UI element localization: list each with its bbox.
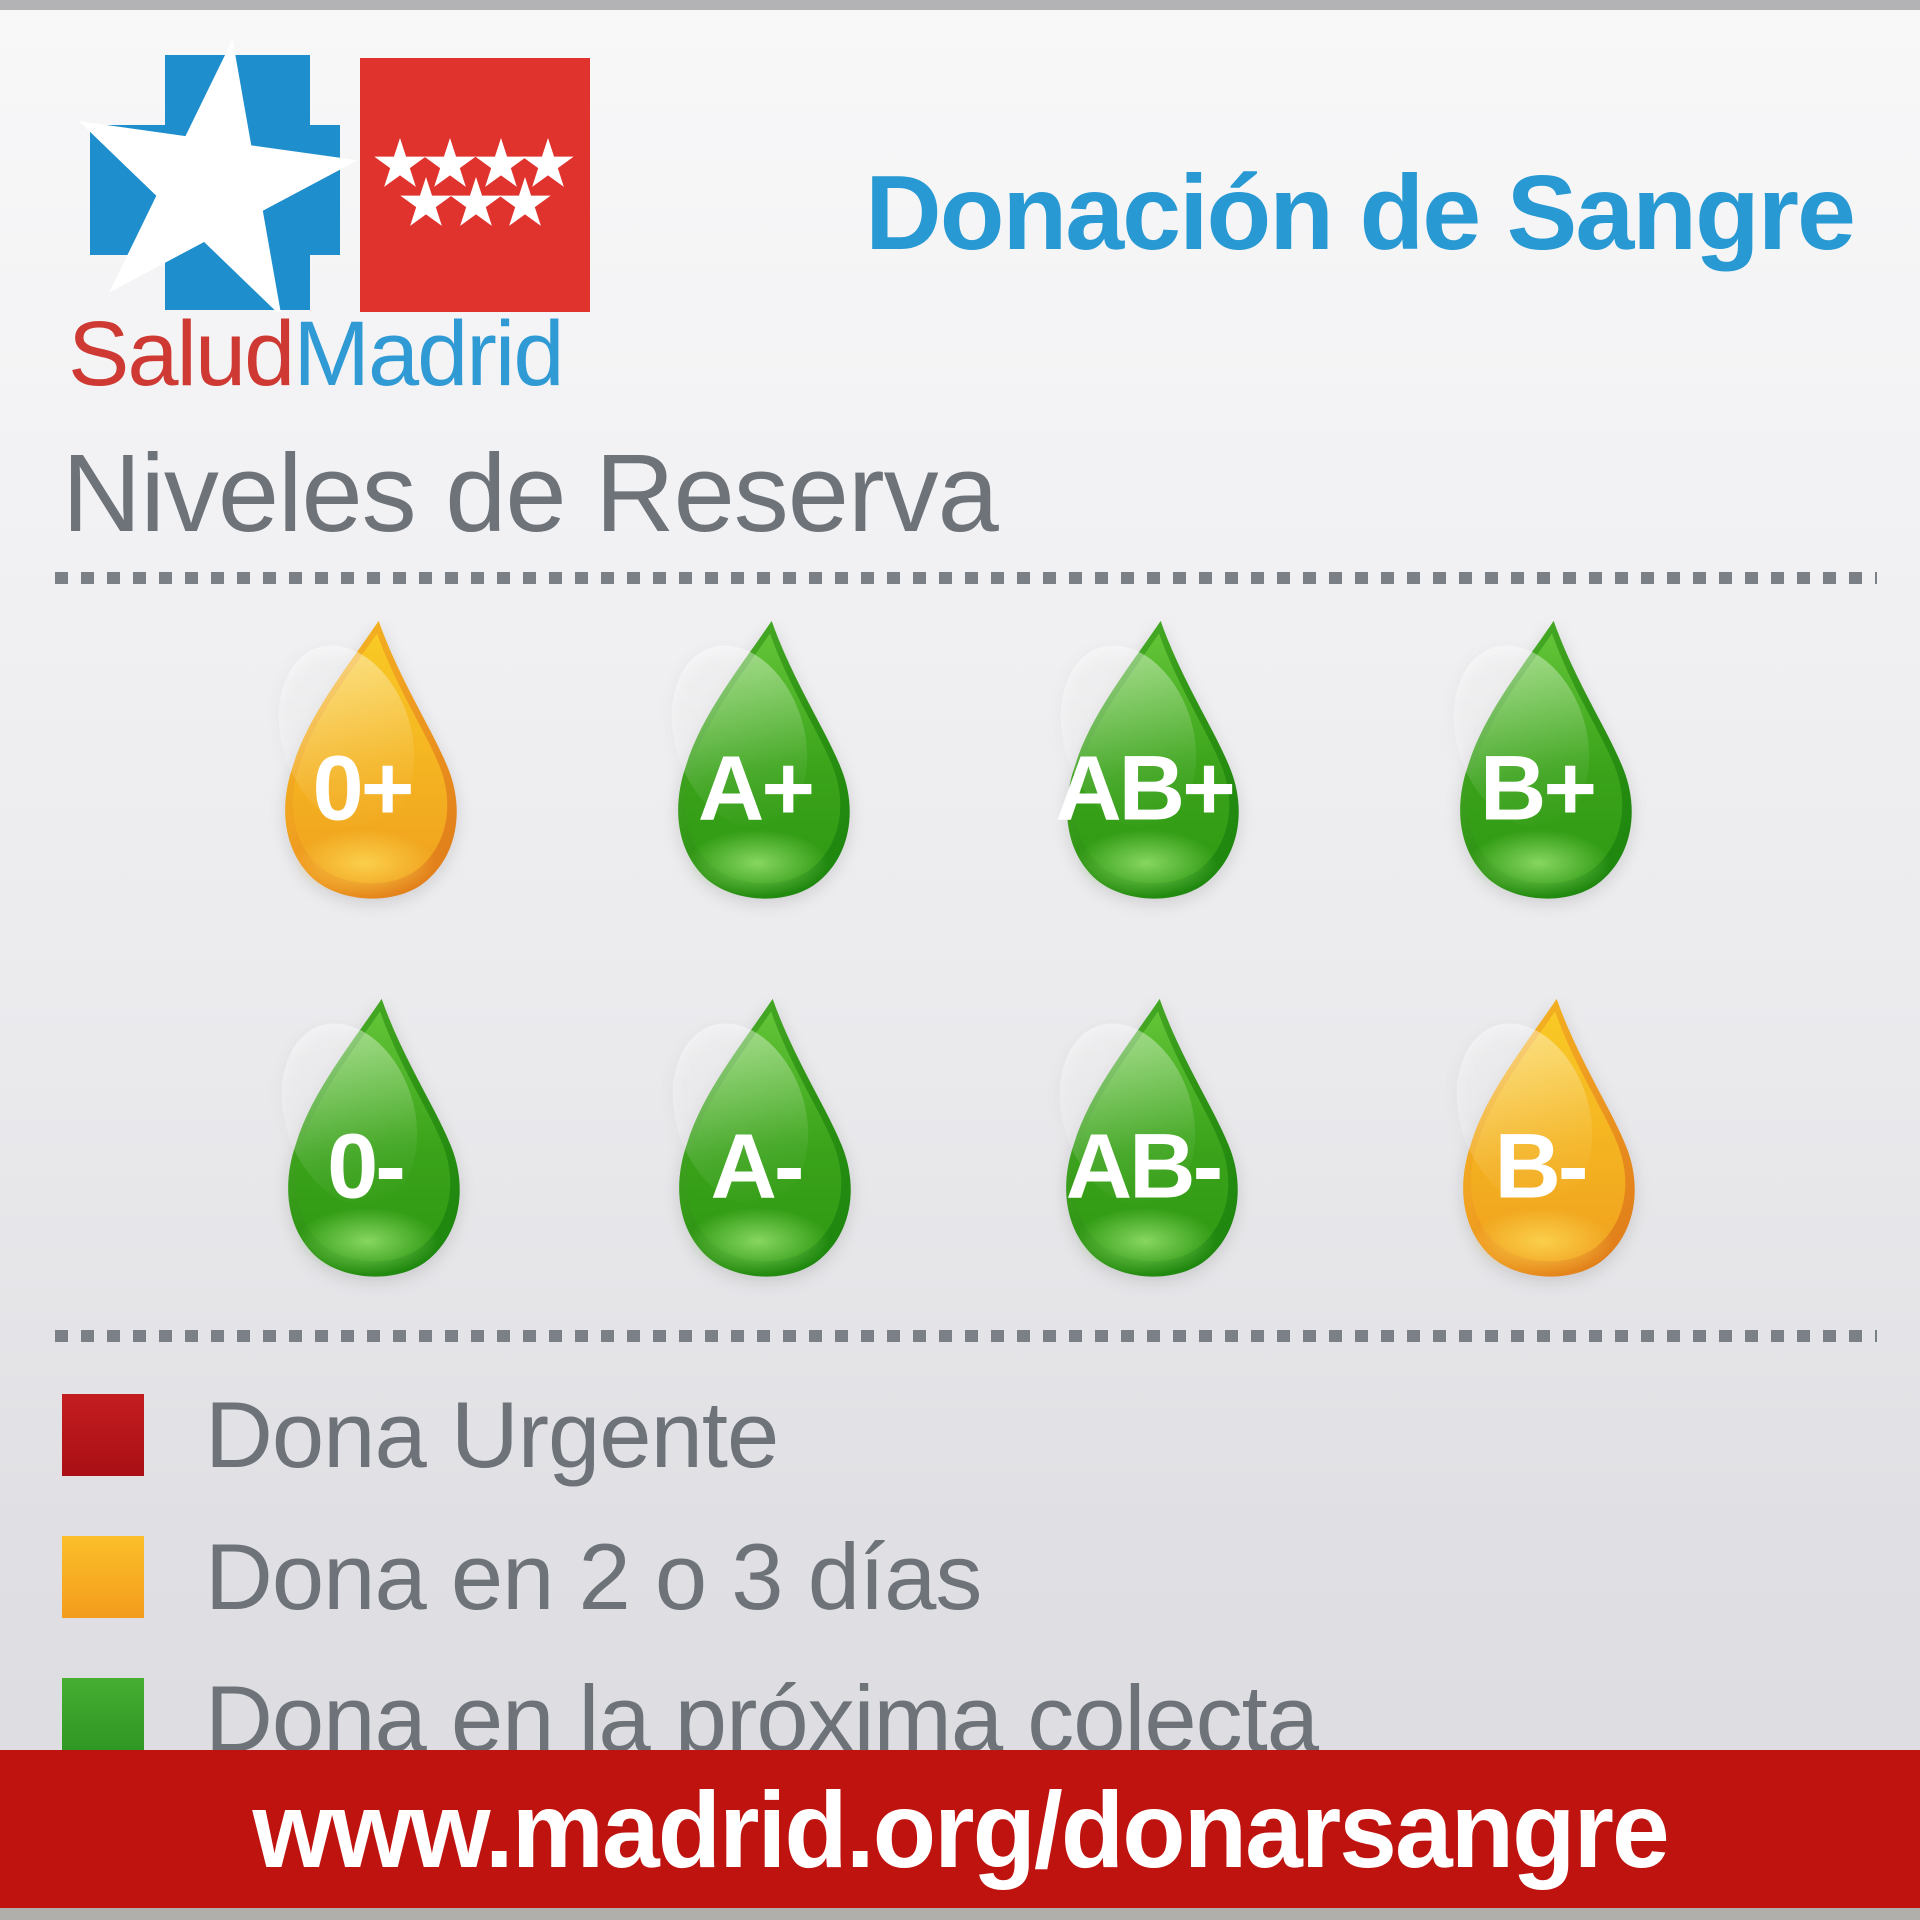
page-title: Donación de Sangre — [865, 154, 1856, 272]
legend-label: Dona en 2 o 3 días — [205, 1524, 982, 1629]
drop-ok-icon — [1060, 620, 1239, 899]
blood-type-label: B+ — [1479, 737, 1597, 840]
saludmadrid-logo — [70, 40, 590, 312]
blood-type-label: 0- — [327, 1115, 406, 1218]
drop-ok-icon — [1453, 620, 1632, 899]
legend-label: Dona Urgente — [205, 1382, 779, 1487]
footer-bar: www.madrid.org/donarsangre — [0, 1750, 1920, 1908]
section-title: Niveles de Reserva — [62, 432, 999, 555]
drop-warning-icon — [278, 620, 457, 899]
legend-swatch-red — [62, 1394, 144, 1476]
blood-type-label: 0+ — [312, 737, 415, 840]
brand-madrid: Madrid — [293, 303, 564, 405]
legend-swatch-amber — [62, 1536, 144, 1618]
blood-drop-abneg: AB- — [1028, 990, 1258, 1290]
blood-type-label: AB+ — [1055, 737, 1236, 840]
legend-row-warning: Dona en 2 o 3 días — [62, 1523, 1318, 1631]
legend: Dona Urgente Dona en 2 o 3 días Dona en … — [62, 1381, 1319, 1773]
drop-warning-icon — [1456, 998, 1635, 1277]
blood-drop-apos: A+ — [640, 612, 870, 912]
blood-type-label: A+ — [697, 737, 815, 840]
bottom-border-strip — [0, 1908, 1920, 1920]
blood-type-label: AB- — [1065, 1115, 1224, 1218]
donation-url: www.madrid.org/donarsangre — [252, 1768, 1669, 1890]
dotted-divider-bottom — [55, 1330, 1877, 1342]
drop-ok-icon — [671, 620, 850, 899]
blood-drop-0pos: 0+ — [247, 612, 477, 912]
blood-drop-0neg: 0- — [250, 990, 480, 1290]
blood-drop-bneg: B- — [1425, 990, 1655, 1290]
brand-wordmark: SaludMadrid — [68, 303, 565, 405]
madrid-flag-icon — [360, 58, 590, 312]
blood-drop-abpos: AB+ — [1029, 612, 1259, 912]
blood-drop-bpos: B+ — [1422, 612, 1652, 912]
blood-type-label: B- — [1494, 1115, 1588, 1218]
blood-type-label: A- — [710, 1115, 804, 1218]
blood-drop-aneg: A- — [641, 990, 871, 1290]
legend-swatch-green — [62, 1678, 144, 1760]
drop-ok-icon — [672, 998, 851, 1277]
top-border-strip — [0, 0, 1920, 10]
brand-salud: Salud — [68, 303, 295, 405]
cross-star-icon — [70, 40, 372, 312]
drop-ok-icon — [281, 998, 460, 1277]
legend-row-urgent: Dona Urgente — [62, 1381, 1318, 1489]
drop-ok-icon — [1059, 998, 1238, 1277]
dotted-divider-top — [55, 572, 1877, 584]
